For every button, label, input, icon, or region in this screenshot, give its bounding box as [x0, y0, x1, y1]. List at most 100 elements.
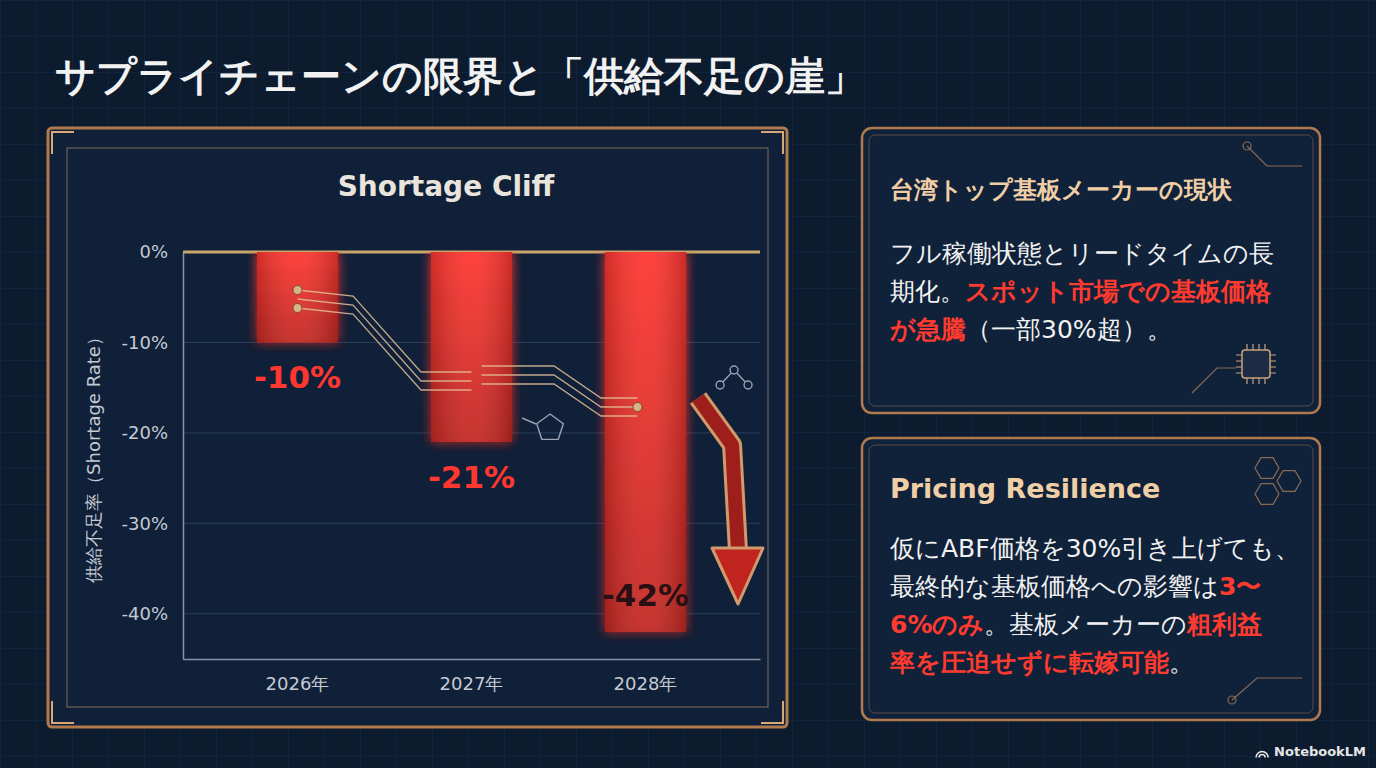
card-highlight: スポット市場での基板価格 — [965, 277, 1271, 306]
info-card: 台湾トップ基板メーカーの現状フル稼働状態とリードタイムの長期化。スポット市場での… — [862, 128, 1320, 413]
data-label: -10% — [254, 359, 341, 395]
card-body-line: 率を圧迫せずに転嫁可能。 — [889, 648, 1194, 677]
y-tick: -10% — [121, 332, 183, 353]
card-text: フル稼働状態とリードタイムの長 — [890, 239, 1274, 268]
y-tick: -30% — [121, 513, 183, 534]
arrow-head — [712, 548, 763, 604]
chart-panel-outer — [48, 128, 787, 727]
chip-pin — [1236, 344, 1276, 384]
x-tick-label: 2026年 — [266, 673, 330, 694]
y-tick: -20% — [121, 422, 183, 443]
bar — [431, 252, 512, 442]
x-tick-label: 2027年 — [440, 673, 504, 694]
card-text: 最終的な基板価格への影響は — [890, 572, 1219, 601]
molecule-atom — [716, 381, 724, 389]
y-tick-label: 0% — [139, 241, 168, 262]
card-frame — [862, 438, 1320, 720]
arrow-outline — [698, 398, 738, 552]
card-body-line: フル稼働状態とリードタイムの長 — [890, 239, 1274, 268]
x-axis-line — [184, 659, 761, 661]
card-body-line: 仮にABF価格を30%引き上げても、 — [889, 534, 1300, 563]
y-tick-label: -10% — [121, 332, 168, 353]
molecule-bond — [522, 418, 536, 424]
frame-corner — [52, 701, 74, 723]
y-tick: 0% — [139, 241, 183, 262]
card-text: 。基板メーカーの — [984, 610, 1187, 639]
watermark: NotebookLM — [1274, 744, 1366, 759]
y-tick-label: -30% — [121, 513, 168, 534]
y-tick-label: -40% — [121, 603, 168, 624]
bar-shade — [257, 252, 338, 342]
y-axis-title: 供給不足率（Shortage Rate） — [83, 328, 104, 583]
card-inner-frame — [869, 135, 1313, 406]
card-title: 台湾トップ基板メーカーの現状 — [890, 176, 1233, 204]
circuit-node — [633, 403, 642, 412]
card-text: 仮にABF価格を30%引き上げても、 — [889, 534, 1300, 563]
hex-icon — [1255, 458, 1279, 479]
hex-icon — [1255, 484, 1279, 505]
circuit-line — [482, 375, 638, 407]
chart-panel — [48, 128, 787, 727]
card-text: 。 — [1169, 648, 1194, 677]
card-body-line: 期化。スポット市場での基板価格 — [890, 277, 1271, 306]
card-circuit — [1192, 368, 1236, 393]
chip-pin — [1236, 344, 1276, 384]
card-highlight: 3〜 — [1219, 572, 1261, 601]
card-text: 期化。 — [890, 277, 965, 306]
chip-icon — [1242, 350, 1270, 378]
card-text: （一部30%超）。 — [966, 315, 1172, 344]
chart-title: Shortage Cliff — [338, 170, 555, 203]
card-body-line: 最終的な基板価格への影響は3〜 — [890, 572, 1261, 601]
y-tick: -40% — [121, 603, 183, 624]
molecule — [537, 414, 564, 439]
bar-shade — [431, 252, 512, 442]
x-tick: 2027年 — [440, 659, 504, 694]
bar-shade — [605, 252, 686, 632]
y-axis-line — [183, 253, 185, 660]
circuit-decoration — [293, 286, 763, 605]
bar — [605, 252, 686, 632]
arrow-body — [698, 398, 738, 552]
y-tick-label: -20% — [121, 422, 168, 443]
hex-icon — [1277, 471, 1301, 492]
card-highlight: 6%のみ — [890, 610, 984, 639]
chip-pin — [1236, 344, 1276, 384]
frame-corner — [761, 701, 783, 723]
card-highlight: 粗利益 — [1186, 610, 1262, 639]
data-labels: -10% -21% -42% — [254, 359, 689, 612]
card-body-line: が急騰（一部30%超）。 — [890, 315, 1172, 344]
background — [0, 0, 1376, 768]
card-title: Pricing Resilience — [890, 473, 1160, 504]
card-circuit-node — [1243, 142, 1251, 150]
card-body-line: 6%のみ。基板メーカーの粗利益 — [890, 610, 1262, 639]
card-circuit — [1247, 146, 1302, 166]
circuit-node — [293, 304, 302, 313]
card-highlight: が急騰 — [890, 315, 966, 344]
card-divider — [890, 215, 1287, 217]
data-label: -42% — [602, 577, 689, 613]
card-highlight: 率を圧迫せずに転嫁可能 — [889, 648, 1169, 677]
x-tick: 2026年 — [266, 659, 330, 694]
molecule-atom — [744, 381, 752, 389]
circuit-node — [293, 286, 302, 295]
x-tick-label: 2028年 — [614, 673, 678, 694]
frame-corner — [52, 132, 74, 154]
info-card: Pricing Resilience 仮にABF価格を30%引き上げても、最終的な… — [862, 438, 1320, 720]
background-grid — [0, 0, 1376, 768]
data-label: -21% — [428, 459, 515, 495]
card-circuit-node — [1228, 696, 1236, 704]
card-circuit — [1232, 678, 1302, 700]
circuit-line — [482, 366, 638, 398]
bars — [257, 252, 686, 632]
bar — [257, 252, 338, 342]
chart-panel-inner — [67, 148, 768, 707]
molecule-atom — [730, 366, 738, 374]
chip-pin — [1236, 344, 1276, 384]
frame-corner — [761, 132, 783, 154]
slide: サプライチェーンの限界と「供給不足の崖」Shortage Cliff0%-10%… — [0, 0, 1376, 768]
card-frame — [862, 128, 1320, 413]
watermark-icon — [1256, 752, 1268, 758]
y-axis: 0% -10% -20% -30% -40% — [121, 241, 183, 659]
card-inner-frame — [869, 445, 1313, 713]
x-tick: 2028年 — [614, 659, 678, 694]
